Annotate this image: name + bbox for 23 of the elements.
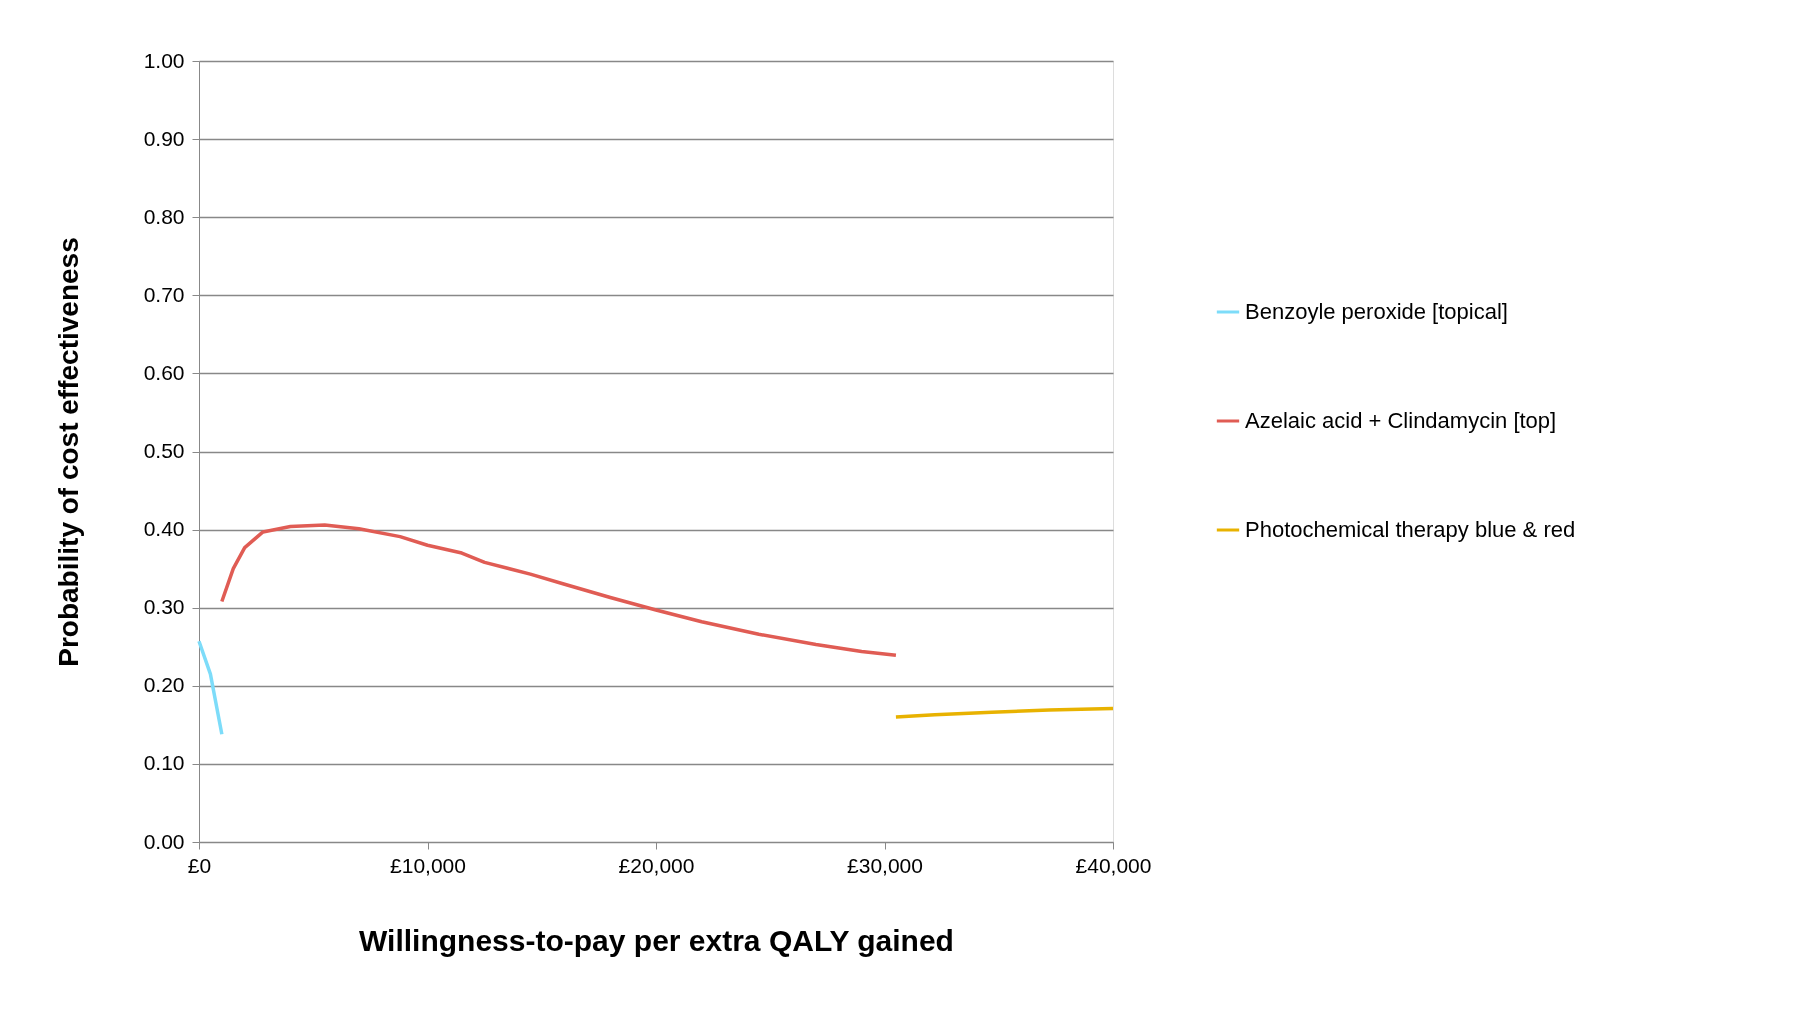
y-tick-label: 0.30 [143, 595, 185, 619]
x-tick-label: £30,000 [847, 853, 923, 877]
y-axis-title: Probability of cost effectiveness [52, 237, 84, 667]
legend-label: Photochemical therapy blue & red [1245, 517, 1576, 542]
y-tick-label: 1.00 [143, 48, 185, 72]
x-tick-label: £20,000 [618, 853, 695, 877]
y-tick-label: 0.90 [143, 126, 185, 150]
legend-label: Benzoyle peroxide [topical] [1245, 299, 1508, 324]
y-tick-label: 0.10 [143, 751, 185, 775]
y-tick-label: 0.80 [143, 204, 185, 228]
y-tick-label: 0.00 [143, 829, 185, 853]
line-series [220, 523, 898, 658]
x-tick-label: £0 [187, 853, 212, 877]
y-tick-label: 0.40 [143, 517, 185, 541]
y-tick-label: 0.50 [143, 439, 185, 462]
x-tick-label: £10,000 [390, 853, 466, 877]
y-tick-label: 0.70 [143, 282, 185, 306]
line-series [894, 706, 1115, 719]
y-tick-label: 0.20 [143, 673, 185, 697]
y-tick-label: 0.60 [143, 360, 185, 384]
legend-label: Azelaic acid + Clindamycin [top] [1245, 408, 1557, 433]
x-tick-label: £40,000 [1075, 853, 1152, 877]
x-axis-title: Willingness-to-pay per extra QALY gained [359, 923, 954, 957]
